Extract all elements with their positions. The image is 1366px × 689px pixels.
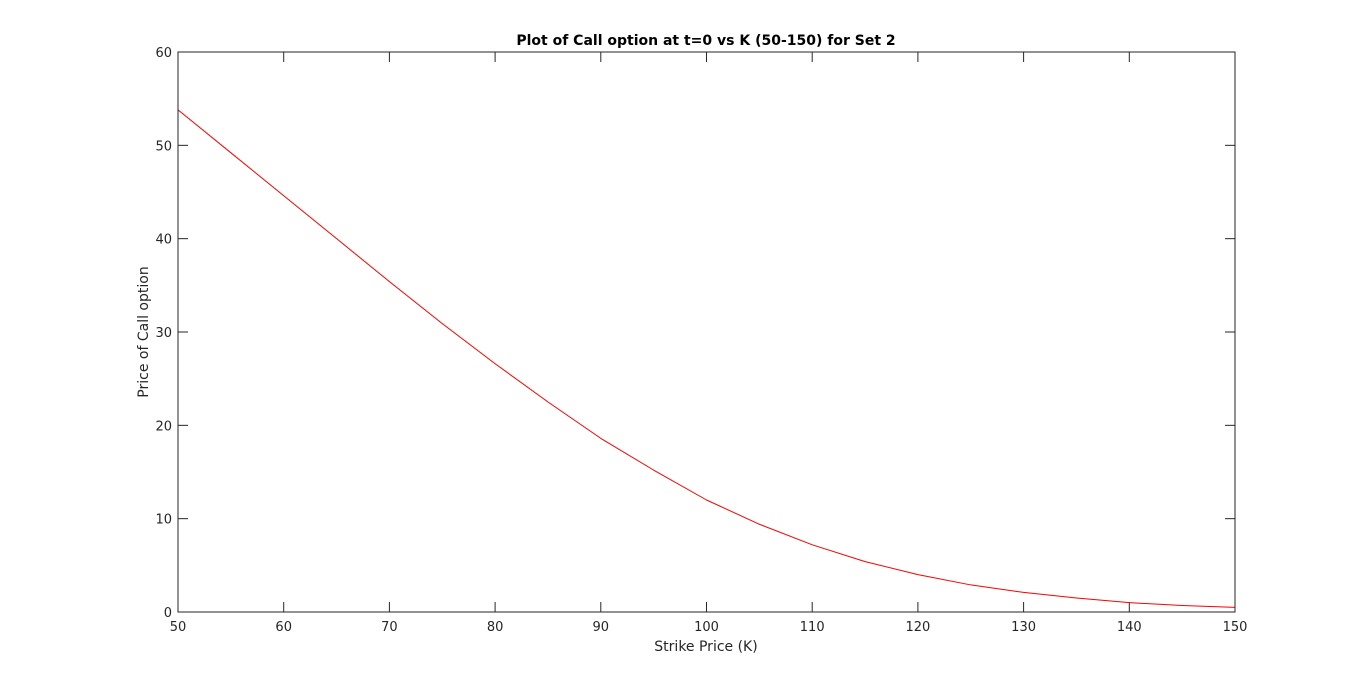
y-tick-label: 40	[155, 233, 172, 248]
x-tick-label: 60	[275, 620, 292, 635]
series-layer	[177, 109, 1236, 608]
x-tick-label: 110	[800, 620, 825, 635]
y-tick-label: 50	[155, 139, 172, 154]
x-tick-label: 100	[694, 620, 719, 635]
plot-frame	[177, 51, 1236, 613]
x-tick-label: 120	[905, 620, 930, 635]
x-tick-label: 50	[170, 620, 187, 635]
y-axis-label: Price of Call option	[136, 266, 152, 397]
y-tick-label: 0	[164, 606, 172, 621]
x-tick-label: 70	[381, 620, 398, 635]
x-tick-label: 150	[1223, 620, 1248, 635]
x-tick-label: 90	[593, 620, 610, 635]
x-tick-label: 140	[1117, 620, 1142, 635]
y-tick-label: 20	[155, 419, 172, 434]
y-axis-ticks: 0 10 20 30 40 50 60	[155, 46, 1235, 621]
x-axis-ticks: 50 60 70 80 90 100 110 120 130 140 150	[170, 52, 1248, 635]
y-tick-label: 10	[155, 513, 172, 528]
x-tick-label: 80	[487, 620, 504, 635]
series-line	[177, 109, 1236, 608]
y-tick-label: 30	[155, 326, 172, 341]
x-axis-label: Strike Price (K)	[654, 639, 757, 655]
y-tick-label: 60	[155, 46, 172, 61]
plot-area	[178, 52, 1235, 612]
chart-title: Plot of Call option at t=0 vs K (50-150)…	[516, 33, 895, 49]
x-tick-label: 130	[1011, 620, 1036, 635]
